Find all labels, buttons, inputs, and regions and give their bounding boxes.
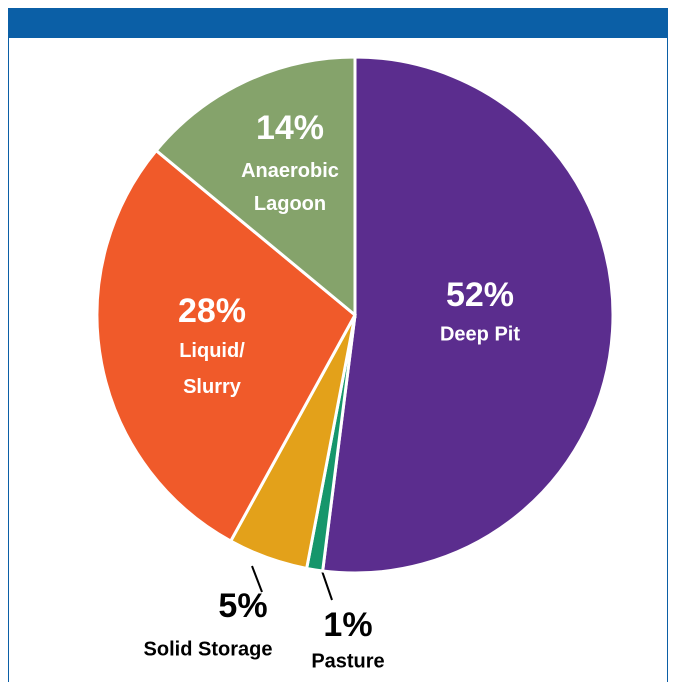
category-label: Solid Storage xyxy=(144,638,273,660)
value-label: 52% xyxy=(446,276,514,314)
pie-slice xyxy=(95,148,357,544)
header-bar xyxy=(8,8,668,38)
pie-slice xyxy=(154,55,357,319)
category-label: Anaerobic Lagoon xyxy=(241,160,339,215)
value-label: 28% xyxy=(178,292,246,330)
value-label: 1% xyxy=(323,606,372,644)
leader-line xyxy=(321,570,333,601)
category-label: Pasture xyxy=(311,650,384,672)
leader-line xyxy=(251,565,263,593)
category-label: Liquid/Slurry xyxy=(179,340,245,398)
category-label: Deep Pit xyxy=(440,323,520,345)
pie-slice xyxy=(320,55,615,575)
value-label: 5% xyxy=(218,587,267,625)
value-label: 14% xyxy=(256,109,324,147)
